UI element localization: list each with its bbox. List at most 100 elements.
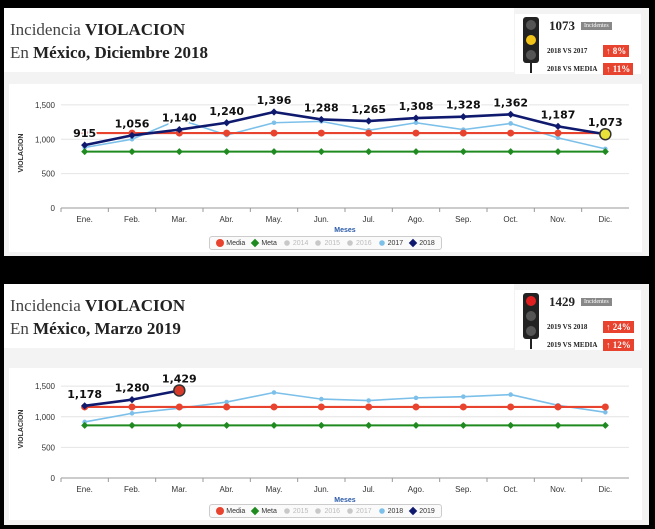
title-crime: VIOLACION: [85, 20, 186, 39]
data-point-2018: [507, 110, 515, 118]
data-point-meta: [270, 421, 278, 429]
series-line-2018: [84, 110, 606, 147]
data-point-meta: [223, 148, 231, 156]
data-point-2018: [508, 392, 513, 397]
y-tick-label: 0: [51, 204, 56, 213]
legend-item-2016[interactable]: 2016: [346, 239, 372, 247]
legend-item-meta[interactable]: Meta: [251, 238, 277, 248]
legend-label: 2017: [356, 507, 372, 515]
subtitle-prefix: En: [10, 319, 29, 338]
data-point-media: [175, 403, 183, 411]
data-point-meta: [412, 148, 420, 156]
data-point-meta: [175, 148, 183, 156]
y-tick-label: 1,000: [35, 135, 56, 144]
legend-item-2015[interactable]: 2015: [314, 239, 340, 247]
title-block: Incidencia VIOLACION En México, Marzo 20…: [4, 284, 514, 348]
legend-symbol-icon: [315, 508, 322, 514]
legend-symbol-icon: [408, 506, 418, 516]
data-label: 1,280: [115, 382, 150, 395]
x-axis-title: Meses: [334, 497, 356, 504]
data-point-meta: [554, 421, 562, 429]
subtitle-period: Marzo 2019: [94, 319, 181, 338]
legend-label: 2019: [419, 507, 435, 515]
legend-symbol-icon: [378, 508, 385, 514]
x-tick-label: Feb.: [124, 215, 140, 224]
data-point-meta: [601, 421, 609, 429]
y-tick-label: 1,500: [35, 382, 56, 391]
data-point-media: [412, 403, 420, 411]
legend-item-2017[interactable]: 2017: [378, 239, 403, 247]
current-month-marker: [599, 127, 612, 141]
data-point-meta: [128, 421, 136, 429]
data-point-2018: [413, 395, 419, 401]
data-point-meta: [554, 148, 562, 156]
legend-label: Media: [226, 507, 246, 515]
legend-label: 2015: [324, 239, 341, 247]
data-label: 1,288: [304, 101, 339, 114]
data-point-media: [554, 403, 562, 411]
legend-item-media[interactable]: Media: [216, 239, 245, 247]
lamp-bottom: [526, 326, 536, 336]
data-point-2017: [271, 120, 277, 126]
comparison-label: 2018 VS MEDIA: [547, 65, 598, 73]
comparison-label: 2019 VS 2018: [547, 323, 588, 331]
data-point-2018: [129, 411, 135, 416]
data-point-2018: [554, 122, 562, 130]
data-point-2018: [319, 396, 324, 402]
subtitle-place: México,: [33, 43, 91, 62]
legend-item-2015[interactable]: 2015: [283, 507, 309, 515]
incident-tag: Incidentes: [581, 22, 612, 30]
comparison-label: 2018 VS 2017: [547, 47, 588, 55]
x-tick-label: Nov.: [550, 215, 566, 224]
legend-label: 2018: [419, 239, 435, 247]
x-tick-label: Jun.: [314, 485, 329, 494]
chart-canvas: 0 500 1,000 1,500 Ene. Feb. Mar. Abr. May. Jun. Ju…: [18, 93, 629, 234]
legend-symbol-icon: [347, 508, 353, 514]
x-tick-label: Feb.: [124, 485, 140, 494]
comparison-badge: ↑ 8%: [603, 45, 630, 57]
panel-subtitle: En México, Diciembre 2018: [10, 43, 208, 63]
x-tick-label: Oct.: [503, 215, 518, 224]
legend-item-2014[interactable]: 2014: [283, 239, 308, 247]
traffic-light-pole: [530, 63, 532, 73]
legend-symbol-icon: [315, 240, 322, 246]
x-tick-label: Oct.: [503, 485, 518, 494]
data-point-media: [507, 129, 515, 137]
incident-count: 1073: [549, 18, 575, 33]
legend-item-media[interactable]: Media: [216, 507, 245, 515]
legend-item-2016[interactable]: 2016: [314, 507, 340, 515]
legend-item-2018[interactable]: 2018: [378, 507, 403, 515]
data-point-2017: [129, 136, 135, 142]
x-tick-label: May.: [266, 215, 283, 224]
data-point-meta: [128, 148, 136, 156]
legend-item-2017[interactable]: 2017: [346, 507, 372, 515]
y-tick-label: 1,000: [35, 413, 56, 422]
data-point-meta: [223, 421, 231, 429]
panel-divider: [0, 256, 655, 284]
data-point-media: [317, 129, 325, 137]
data-point-2017: [508, 121, 513, 126]
x-tick-label: Nov.: [550, 485, 566, 494]
data-point-media: [507, 403, 515, 411]
data-point-media: [81, 129, 89, 137]
data-label: 1,396: [257, 94, 292, 107]
traffic-light-icon: [523, 17, 539, 73]
legend-label: 2015: [292, 507, 309, 515]
legend-item-meta[interactable]: Meta: [251, 506, 277, 516]
data-label: 915: [73, 127, 96, 140]
x-tick-label: Sep.: [455, 215, 471, 224]
legend-symbol-icon: [284, 508, 290, 514]
data-point-meta: [317, 421, 325, 429]
data-point-media: [554, 129, 562, 137]
data-label: 1,178: [67, 388, 102, 401]
chart-legend: Media Meta 2014 2015 2016 2017 2018: [9, 236, 642, 250]
series-line-2017: [84, 118, 606, 150]
data-point-meta: [507, 148, 515, 156]
data-label: 1,308: [399, 100, 434, 113]
x-tick-label: Ene.: [76, 215, 92, 224]
legend-item-2019[interactable]: 2019: [408, 506, 435, 516]
current-month-marker: [173, 384, 186, 397]
legend-item-2018[interactable]: 2018: [408, 238, 435, 248]
comparison-label: 2019 VS MEDIA: [547, 341, 598, 349]
title-block: Incidencia VIOLACION En México, Diciembr…: [4, 8, 514, 72]
